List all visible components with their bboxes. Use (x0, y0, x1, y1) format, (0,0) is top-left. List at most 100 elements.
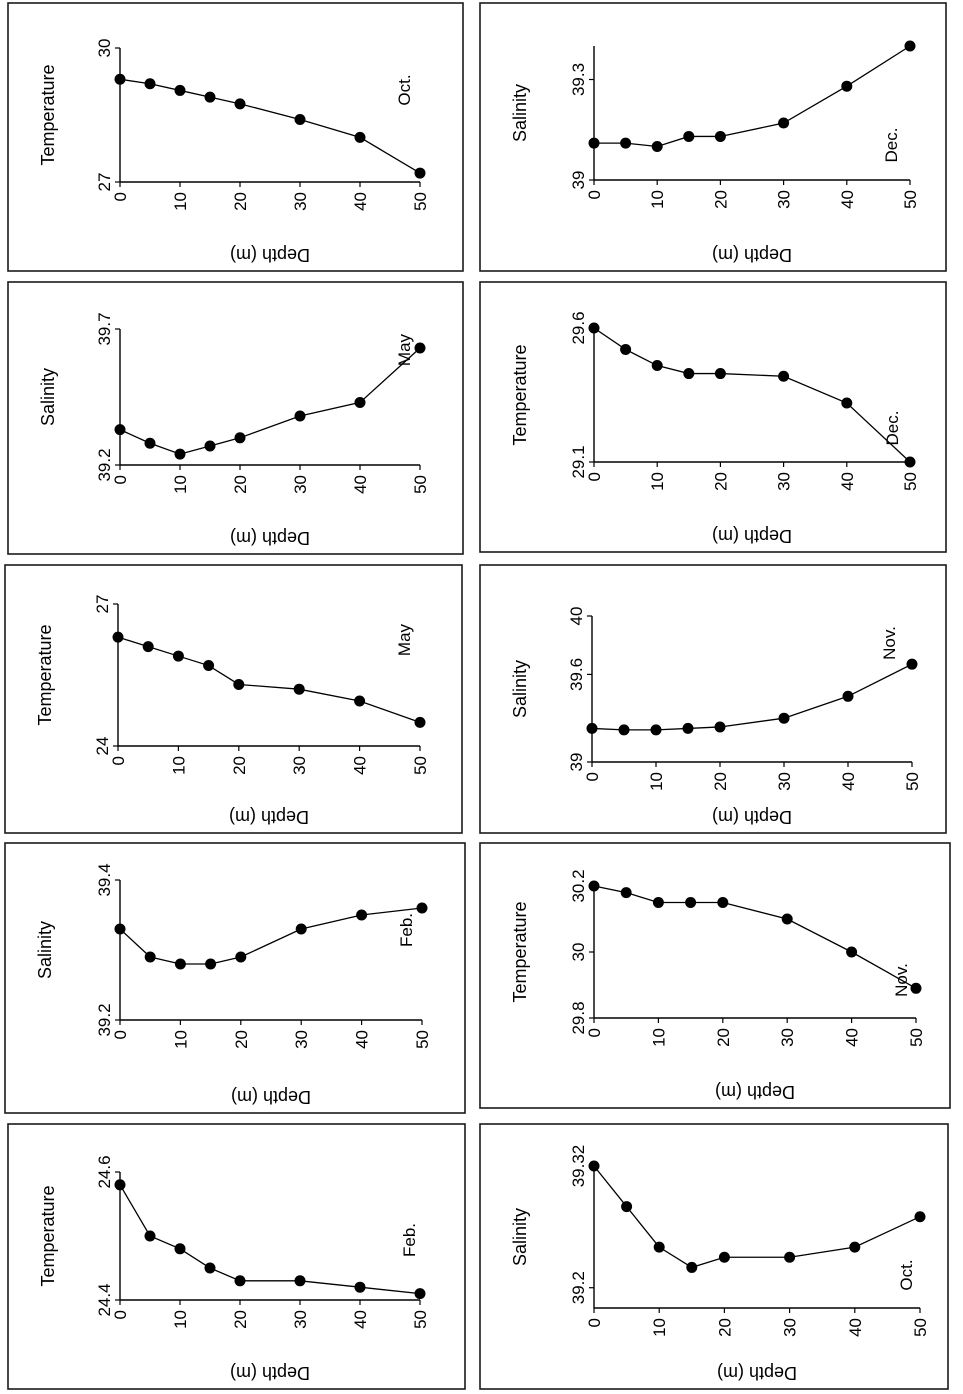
x-tick-label: 50 (911, 1318, 930, 1337)
data-point (416, 902, 428, 914)
series-line (117, 636, 421, 723)
x-tick-label: 40 (353, 1030, 372, 1049)
x-tick-label: 40 (351, 192, 370, 211)
data-point (718, 1251, 730, 1263)
y-tick-label: 24.4 (95, 1283, 114, 1316)
data-point (841, 80, 853, 92)
y-tick-label: 39 (569, 171, 588, 190)
data-point (414, 342, 426, 354)
data-point (234, 432, 246, 444)
data-point (204, 91, 216, 103)
x-tick-label: 40 (351, 1310, 370, 1329)
data-point (714, 721, 726, 733)
y-tick-label: 39.32 (569, 1145, 588, 1188)
month-label: May (395, 623, 414, 656)
month-label: Oct. (395, 74, 414, 105)
x-tick-label: 50 (901, 472, 920, 491)
data-point (114, 923, 126, 935)
y-tick-label: 30.2 (569, 869, 588, 902)
x-axis-title: Depth (m) (230, 245, 310, 265)
y-axis-title: Salinity (510, 1208, 530, 1266)
panel-frame (4, 842, 466, 1114)
series-line (119, 907, 423, 965)
x-tick-label: 20 (231, 1310, 250, 1329)
x-tick-label: 20 (231, 475, 250, 494)
data-point (714, 130, 726, 142)
y-tick-label: 39.7 (95, 312, 114, 345)
y-tick-label: 27 (95, 173, 114, 192)
data-point (846, 946, 858, 958)
y-axis-title: Salinity (510, 84, 530, 142)
x-tick-label: 0 (585, 1028, 604, 1037)
series-line (119, 78, 421, 174)
data-point (620, 137, 632, 149)
data-point (172, 650, 184, 662)
data-point (620, 343, 632, 355)
y-axis-title: Salinity (38, 368, 58, 426)
data-point (914, 1211, 926, 1223)
x-tick-label: 10 (648, 472, 667, 491)
data-point (234, 98, 246, 110)
data-point (651, 360, 663, 372)
x-tick-label: 50 (411, 192, 430, 211)
month-label: Oct. (897, 1259, 916, 1290)
data-point (356, 909, 368, 921)
data-point (354, 695, 366, 707)
month-label: Dec. (883, 411, 902, 446)
x-tick-label: 20 (714, 1028, 733, 1047)
series-line (594, 45, 911, 148)
x-axis-title: Depth (m) (715, 1082, 795, 1102)
x-tick-label: 0 (111, 1030, 130, 1039)
data-point (650, 724, 662, 736)
x-tick-label: 10 (648, 190, 667, 209)
data-point (588, 137, 600, 149)
x-tick-label: 40 (839, 772, 858, 791)
y-tick-label: 39.2 (95, 1003, 114, 1036)
data-point (144, 78, 156, 90)
data-point (778, 712, 790, 724)
y-tick-label: 39.6 (567, 658, 586, 691)
y-tick-label: 29.8 (569, 1001, 588, 1034)
x-tick-label: 30 (775, 772, 794, 791)
data-point (354, 131, 366, 143)
data-point (588, 880, 600, 892)
data-point (144, 437, 156, 449)
x-tick-label: 40 (351, 475, 370, 494)
data-point (906, 658, 918, 670)
data-point (204, 1262, 216, 1274)
data-point (144, 1230, 156, 1242)
data-point (683, 130, 695, 142)
x-tick-label: 20 (711, 772, 730, 791)
panel-frame (479, 842, 951, 1109)
data-point (174, 448, 186, 460)
data-point (235, 951, 247, 963)
data-point (685, 897, 697, 908)
x-tick-label: 20 (232, 1030, 251, 1049)
panel-sal-may: 0 10 20 30 40 50 39.2 39.7 Depth (m) Salinity May (7, 281, 464, 555)
x-axis-title: Depth (m) (231, 1087, 311, 1107)
series-line (119, 347, 421, 455)
y-axis-title: Temperature (35, 624, 55, 725)
data-point (588, 1160, 600, 1172)
data-point (717, 897, 729, 908)
y-tick-label: 27 (93, 595, 112, 614)
x-tick-label: 20 (231, 192, 250, 211)
x-tick-label: 10 (171, 1030, 190, 1049)
panel-frame (7, 2, 464, 272)
panel-temp-may: 0 10 20 30 40 50 24 27 Depth (m) Temperature May (4, 564, 463, 834)
data-point (904, 40, 916, 52)
x-tick-label: 10 (171, 192, 190, 211)
x-tick-label: 20 (230, 756, 249, 775)
x-tick-label: 0 (111, 1310, 130, 1319)
panel-temp-nov: 0 10 20 30 40 50 29.8 30 30.2 Depth (m) Temperatur… (479, 842, 951, 1109)
month-label: Dec. (882, 128, 901, 163)
data-point (653, 1241, 665, 1253)
panel-frame (479, 564, 947, 834)
data-point (294, 410, 306, 422)
x-tick-label: 40 (838, 472, 857, 491)
data-point (174, 84, 186, 96)
data-point (414, 167, 426, 179)
data-point (203, 660, 215, 672)
data-point (904, 456, 916, 468)
y-tick-label: 40 (567, 607, 586, 626)
